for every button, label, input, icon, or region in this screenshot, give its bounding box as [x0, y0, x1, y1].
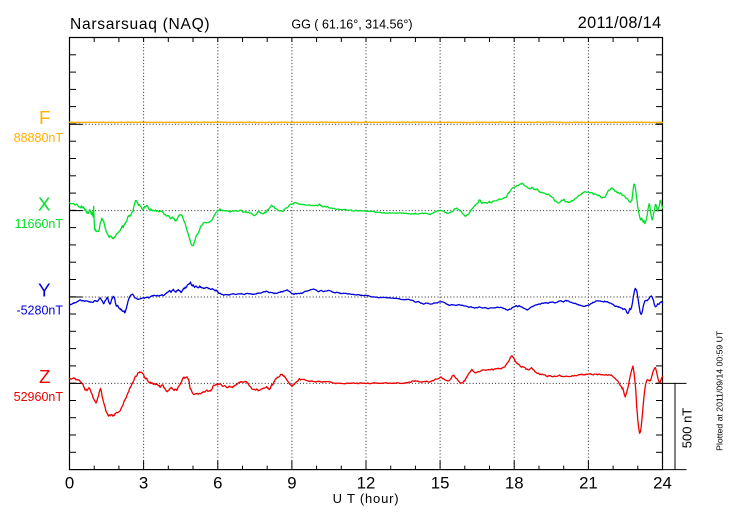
svg-text:9: 9 — [287, 473, 296, 492]
svg-text:-5280nT: -5280nT — [16, 304, 63, 318]
svg-text:6: 6 — [213, 473, 222, 492]
svg-text:15: 15 — [431, 473, 450, 492]
svg-text:0: 0 — [65, 473, 74, 492]
svg-text:Y: Y — [38, 280, 51, 301]
svg-text:18: 18 — [505, 473, 524, 492]
svg-text:52960nT: 52960nT — [14, 390, 64, 404]
svg-text:U T (hour): U T (hour) — [333, 491, 400, 506]
svg-text:3: 3 — [139, 473, 148, 492]
svg-text:11660nT: 11660nT — [15, 217, 64, 231]
svg-text:24: 24 — [653, 473, 672, 492]
svg-text:12: 12 — [357, 473, 376, 492]
svg-text:2011/08/14: 2011/08/14 — [578, 14, 662, 32]
svg-text:GG ( 61.16°, 314.56°): GG ( 61.16°, 314.56°) — [291, 18, 412, 32]
svg-text:X: X — [38, 193, 51, 214]
svg-text:500 nT: 500 nT — [680, 408, 695, 449]
svg-text:21: 21 — [579, 473, 598, 492]
svg-text:F: F — [39, 107, 50, 128]
svg-text:Plotted at 2011/09/14 00:59 UT: Plotted at 2011/09/14 00:59 UT — [715, 330, 725, 451]
svg-text:Narsarsuaq (NAQ): Narsarsuaq (NAQ) — [70, 16, 210, 33]
svg-text:88880nT: 88880nT — [14, 131, 64, 145]
svg-text:Z: Z — [39, 366, 50, 387]
